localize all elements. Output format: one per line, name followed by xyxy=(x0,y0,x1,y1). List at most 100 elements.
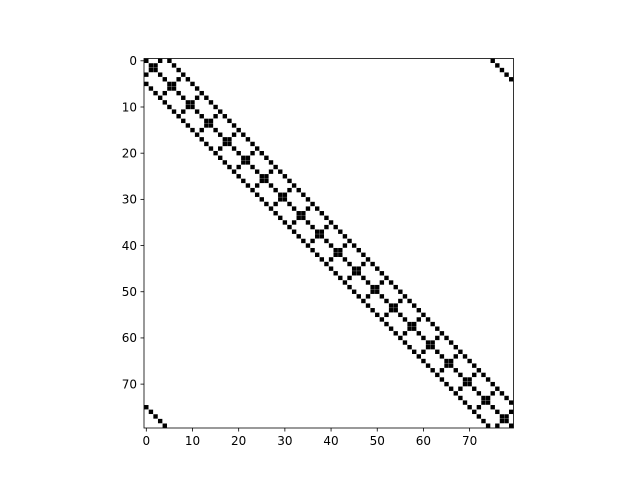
nonzero-mark xyxy=(342,280,348,285)
nonzero-mark xyxy=(171,86,177,91)
nonzero-mark xyxy=(416,317,422,322)
nonzero-mark xyxy=(254,146,260,151)
nonzero-mark xyxy=(347,238,352,244)
nonzero-mark xyxy=(384,298,389,304)
nonzero-mark xyxy=(250,141,255,147)
nonzero-mark xyxy=(384,321,389,327)
nonzero-mark xyxy=(231,132,237,137)
nonzero-mark xyxy=(245,155,251,160)
nonzero-mark xyxy=(462,381,468,387)
nonzero-mark xyxy=(333,247,338,253)
nonzero-mark xyxy=(208,123,214,128)
nonzero-mark xyxy=(490,405,495,410)
nonzero-mark xyxy=(268,206,274,211)
nonzero-mark xyxy=(407,344,412,350)
nonzero-mark xyxy=(375,312,380,318)
nonzero-mark xyxy=(194,86,200,91)
nonzero-mark xyxy=(490,58,495,64)
nonzero-mark xyxy=(453,344,458,350)
nonzero-mark xyxy=(324,215,329,221)
nonzero-mark xyxy=(509,400,514,405)
nonzero-mark xyxy=(278,192,283,197)
nonzero-mark xyxy=(171,109,177,114)
nonzero-mark xyxy=(176,77,181,82)
nonzero-mark xyxy=(481,395,486,401)
nonzero-mark xyxy=(347,261,352,267)
nonzero-mark xyxy=(264,201,269,207)
nonzero-mark xyxy=(167,86,172,91)
y-tick-label: 30 xyxy=(122,193,137,207)
nonzero-mark xyxy=(153,414,158,419)
nonzero-mark xyxy=(181,72,186,77)
nonzero-mark xyxy=(504,418,509,424)
nonzero-mark xyxy=(162,90,167,96)
nonzero-mark xyxy=(167,104,172,110)
x-tick-label: 40 xyxy=(323,434,338,448)
nonzero-mark xyxy=(176,90,181,96)
nonzero-mark xyxy=(227,141,232,147)
y-tick-label: 50 xyxy=(122,285,137,299)
nonzero-mark xyxy=(254,169,260,174)
nonzero-mark xyxy=(398,312,403,318)
nonzero-mark xyxy=(375,289,380,294)
nonzero-mark xyxy=(338,252,343,257)
nonzero-mark xyxy=(231,146,237,151)
nonzero-mark xyxy=(241,155,246,160)
nonzero-mark xyxy=(278,169,283,174)
nonzero-mark xyxy=(393,331,398,336)
nonzero-mark xyxy=(324,224,329,230)
nonzero-mark xyxy=(310,238,315,244)
nonzero-mark xyxy=(144,81,149,87)
nonzero-mark xyxy=(148,86,154,91)
nonzero-mark xyxy=(365,303,371,308)
nonzero-mark xyxy=(328,257,334,262)
nonzero-mark xyxy=(162,100,167,105)
nonzero-mark xyxy=(495,386,500,391)
nonzero-mark xyxy=(453,368,458,373)
nonzero-mark xyxy=(287,178,292,184)
nonzero-mark xyxy=(278,215,283,221)
nonzero-mark xyxy=(157,95,163,100)
nonzero-mark xyxy=(458,372,463,378)
nonzero-mark xyxy=(259,197,264,202)
nonzero-mark xyxy=(485,395,491,401)
nonzero-mark xyxy=(351,243,357,248)
nonzero-mark xyxy=(504,414,509,419)
nonzero-mark xyxy=(435,372,440,378)
nonzero-mark xyxy=(190,127,195,133)
nonzero-mark xyxy=(485,400,491,405)
nonzero-mark xyxy=(384,275,389,281)
nonzero-mark xyxy=(407,326,412,331)
nonzero-mark xyxy=(467,381,472,387)
nonzero-mark xyxy=(458,386,463,391)
nonzero-mark xyxy=(218,132,223,137)
nonzero-mark xyxy=(425,344,431,350)
nonzero-mark xyxy=(490,391,495,396)
nonzero-mark xyxy=(199,137,204,142)
nonzero-mark xyxy=(462,354,468,359)
nonzero-mark xyxy=(453,354,458,359)
nonzero-mark xyxy=(185,123,191,128)
y-tick-label: 40 xyxy=(122,239,137,253)
nonzero-mark xyxy=(236,174,241,179)
nonzero-mark xyxy=(208,100,214,105)
nonzero-mark xyxy=(305,197,311,202)
nonzero-mark xyxy=(379,271,385,276)
nonzero-mark xyxy=(254,183,260,188)
nonzero-mark xyxy=(167,81,172,87)
nonzero-mark xyxy=(509,423,514,428)
nonzero-mark xyxy=(157,72,163,77)
nonzero-mark xyxy=(241,160,246,165)
nonzero-mark xyxy=(162,77,167,82)
y-tick-label: 20 xyxy=(122,146,137,160)
nonzero-mark xyxy=(241,178,246,184)
nonzero-mark xyxy=(218,146,223,151)
nonzero-mark xyxy=(268,169,274,174)
nonzero-mark xyxy=(204,141,209,147)
nonzero-mark xyxy=(287,187,292,193)
nonzero-mark xyxy=(481,400,486,405)
nonzero-mark xyxy=(467,358,472,364)
nonzero-mark xyxy=(416,331,422,336)
nonzero-mark xyxy=(153,90,158,96)
